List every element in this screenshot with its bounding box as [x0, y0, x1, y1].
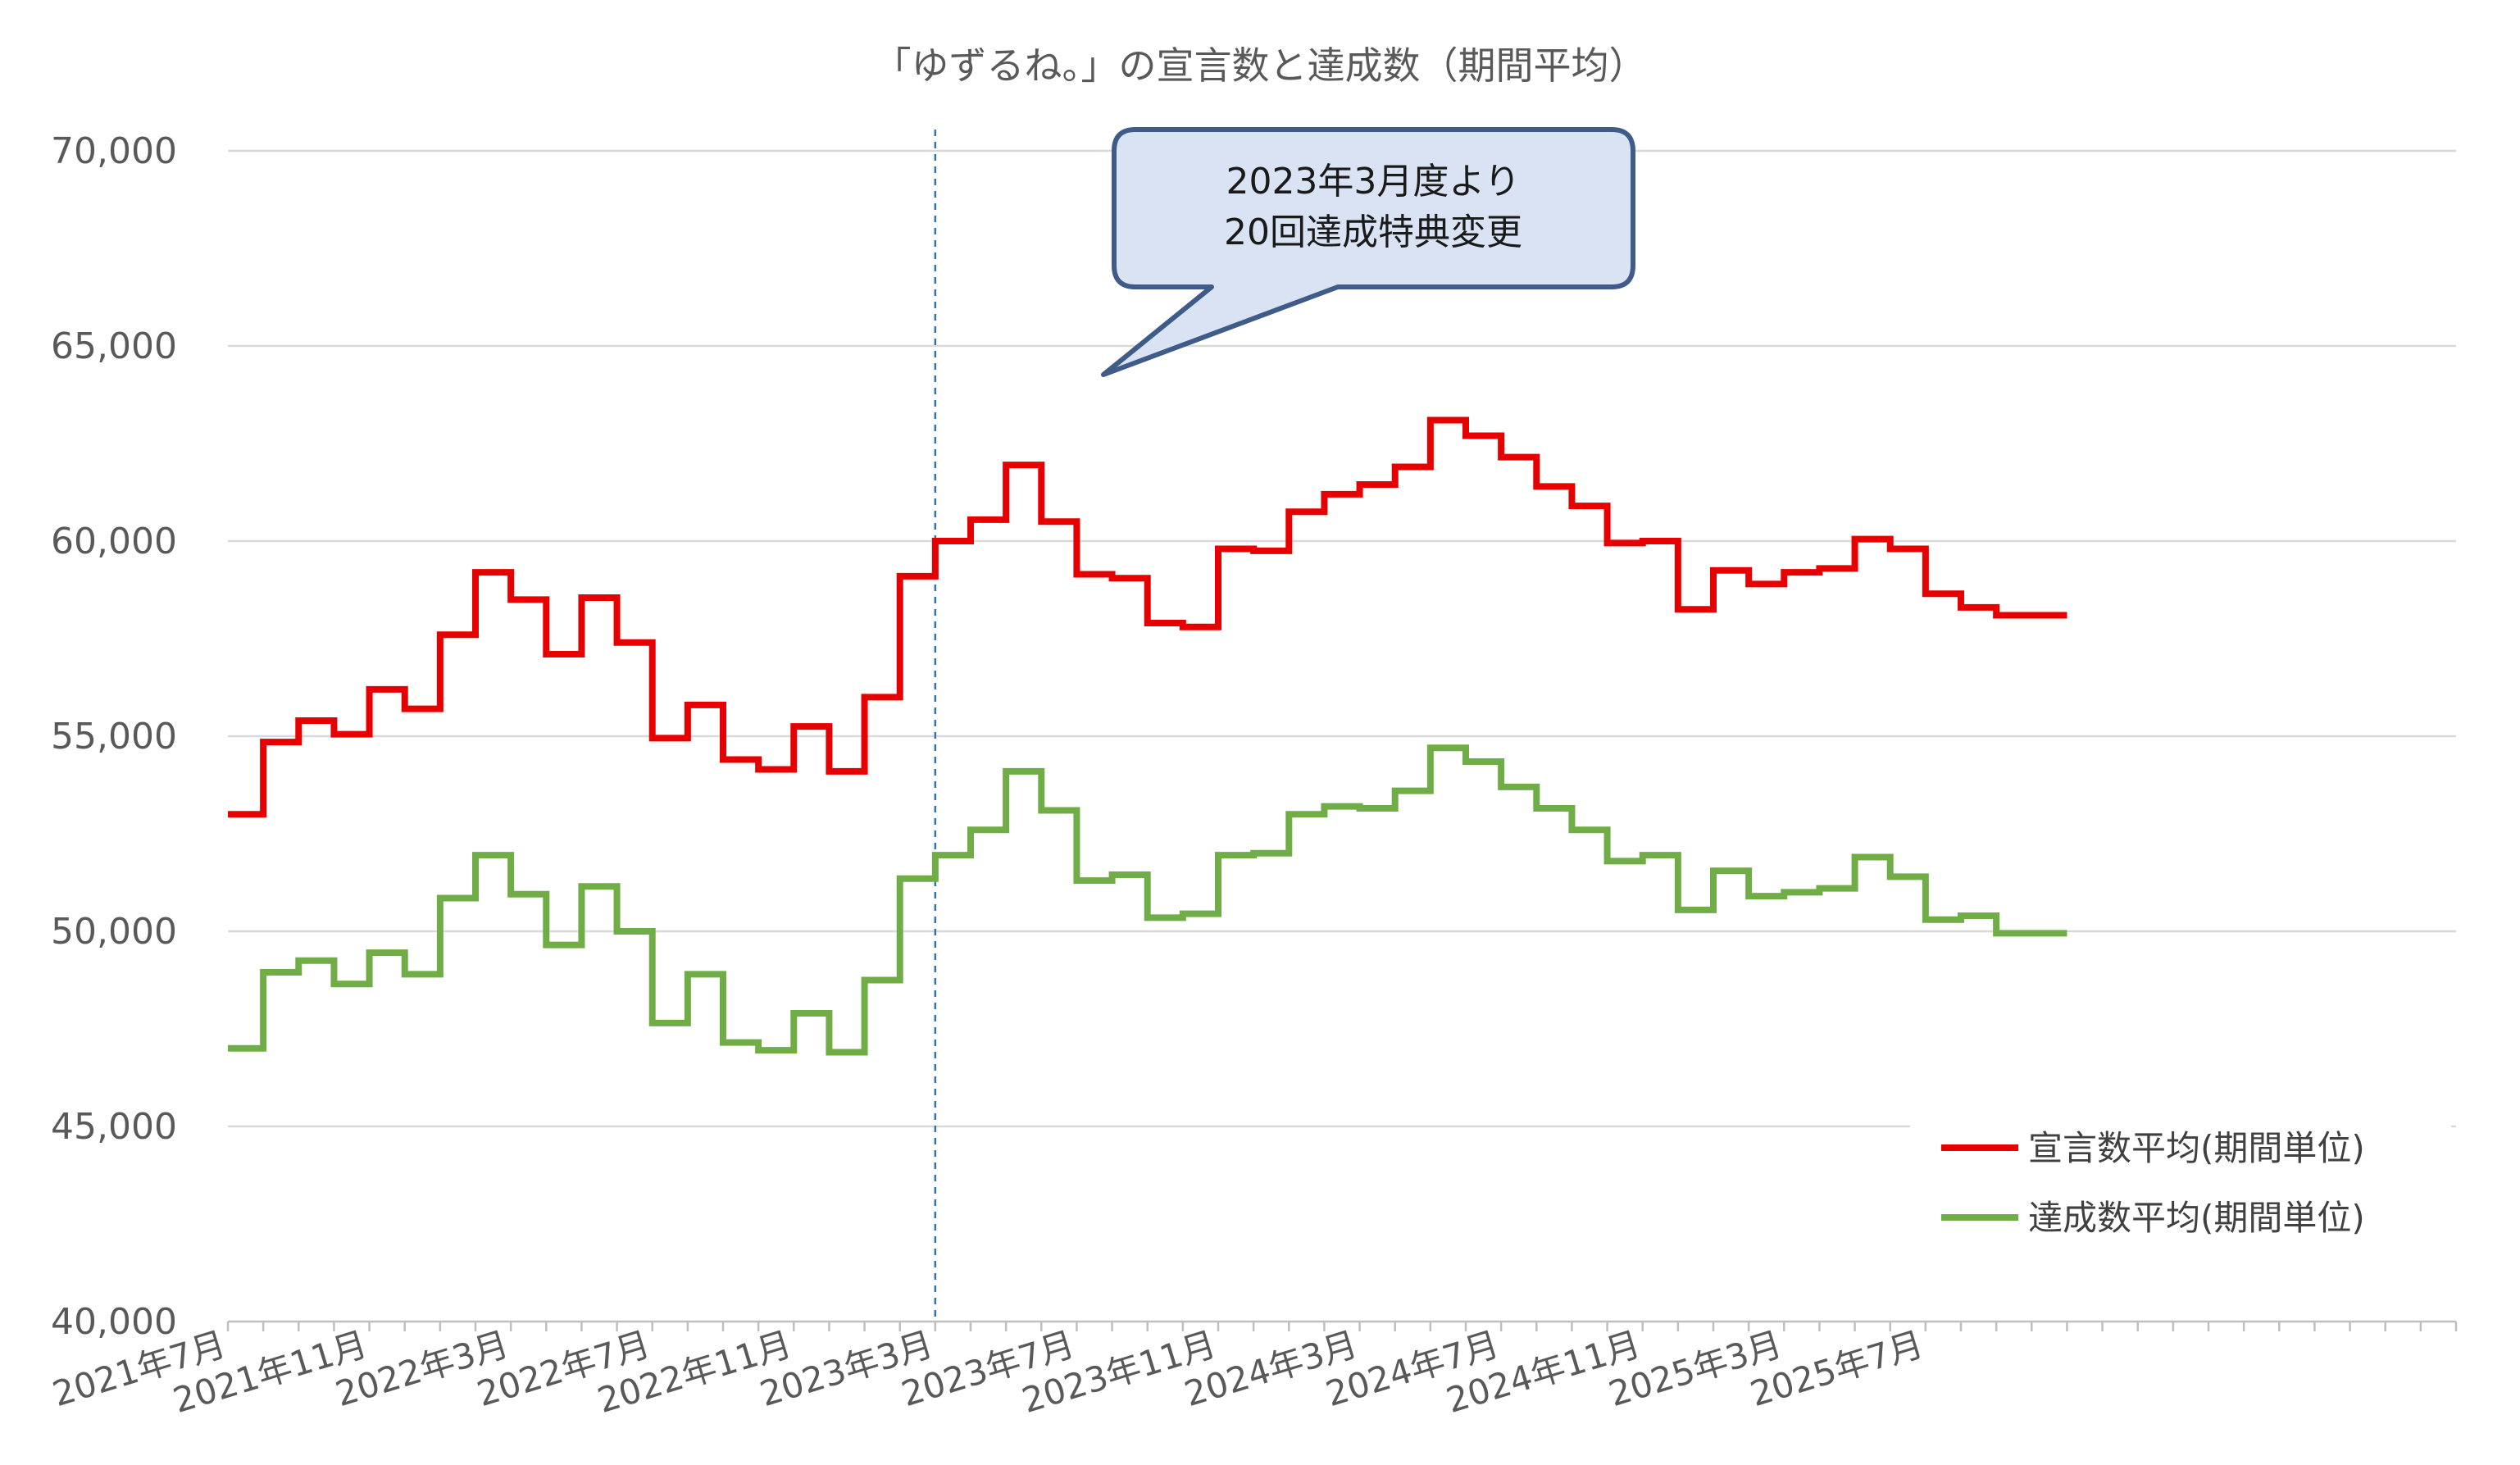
series-line-declared: [228, 416, 2067, 818]
legend-label-declared: 宣言数平均(期間単位): [2028, 1128, 2365, 1168]
y-tick-label: 70,000: [51, 130, 177, 172]
callout-bubble: [1101, 127, 1635, 377]
y-tick-label: 60,000: [51, 521, 177, 562]
y-tick-label: 55,000: [51, 716, 177, 758]
x-axis: 2021年7月2021年11月2022年3月2022年7月2022年11月202…: [48, 1320, 2458, 1421]
y-tick-label: 65,000: [51, 325, 177, 367]
y-tick-label: 45,000: [51, 1106, 177, 1148]
callout-line-2: 20回達成特典変更: [1224, 212, 1522, 253]
legend-label-achieved: 達成数平均(期間単位): [2028, 1198, 2365, 1238]
y-tick-label: 50,000: [51, 911, 177, 953]
callout-line-1: 2023年3月度より: [1226, 161, 1520, 202]
y-tick-label: 40,000: [51, 1301, 177, 1343]
series-line-achieved: [228, 744, 2067, 1056]
grid: [228, 149, 2456, 1128]
annotation-callout: 2023年3月度より 20回達成特典変更: [1101, 127, 1635, 377]
series-layer: [228, 416, 2067, 1056]
legend: 宣言数平均(期間単位) 達成数平均(期間単位): [1910, 1115, 2451, 1267]
legend-background: [1910, 1115, 2451, 1267]
chart-title: 「ゆずるね。」の宣言数と達成数（期間平均）: [874, 43, 1647, 88]
y-axis: 70,000 65,000 60,000 55,000 50,000 45,000 40,0…: [51, 130, 177, 1343]
